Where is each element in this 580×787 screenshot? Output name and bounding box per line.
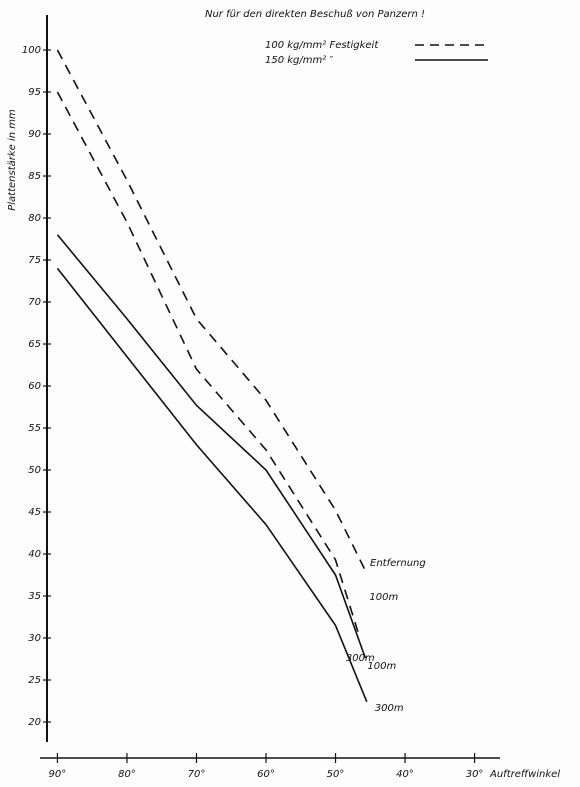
- series-end-label: 300m: [346, 653, 375, 664]
- chart-title: Nur für den direkten Beschuß von Panzern…: [205, 9, 425, 20]
- y-tick-label: 50: [28, 465, 41, 476]
- annotation: Entfernung: [370, 558, 426, 569]
- y-tick-label: 75: [28, 255, 41, 266]
- series-line: [56, 267, 368, 703]
- x-tick-label: 60°: [257, 769, 275, 780]
- y-tick-label: 100: [22, 45, 41, 56]
- y-tick-label: 65: [28, 339, 41, 350]
- series-end-label: 100m: [367, 661, 396, 672]
- legend-label: 100 kg/mm² Festigkeit: [265, 40, 379, 51]
- legend-label: 150 kg/mm² ″: [265, 55, 333, 66]
- y-tick-label: 70: [28, 297, 41, 308]
- y-tick-label: 80: [28, 213, 41, 224]
- series-line: [56, 49, 367, 572]
- series-end-label: 100m: [369, 592, 398, 603]
- x-tick-label: 40°: [396, 769, 414, 780]
- series-line: [56, 91, 361, 639]
- y-axis-label: Plattenstärke in mm: [7, 109, 18, 211]
- y-tick-label: 35: [28, 591, 41, 602]
- series-end-label: 300m: [375, 703, 404, 714]
- y-tick-label: 55: [28, 423, 41, 434]
- x-axis-label: Auftreffwinkel: [489, 769, 560, 780]
- y-tick-label: 30: [28, 633, 41, 644]
- x-tick-label: 90°: [49, 769, 67, 780]
- y-tick-label: 85: [28, 171, 41, 182]
- y-tick-label: 25: [28, 675, 41, 686]
- y-tick-label: 20: [28, 717, 41, 728]
- x-tick-label: 50°: [327, 769, 345, 780]
- y-tick-label: 40: [28, 549, 41, 560]
- x-tick-label: 70°: [188, 769, 206, 780]
- y-tick-label: 60: [28, 381, 41, 392]
- series-line: [56, 234, 367, 659]
- y-tick-label: 95: [28, 87, 41, 98]
- y-tick-label: 45: [28, 507, 41, 518]
- y-tick-label: 90: [28, 129, 41, 140]
- x-tick-label: 80°: [118, 769, 136, 780]
- x-tick-label: 30°: [466, 769, 484, 780]
